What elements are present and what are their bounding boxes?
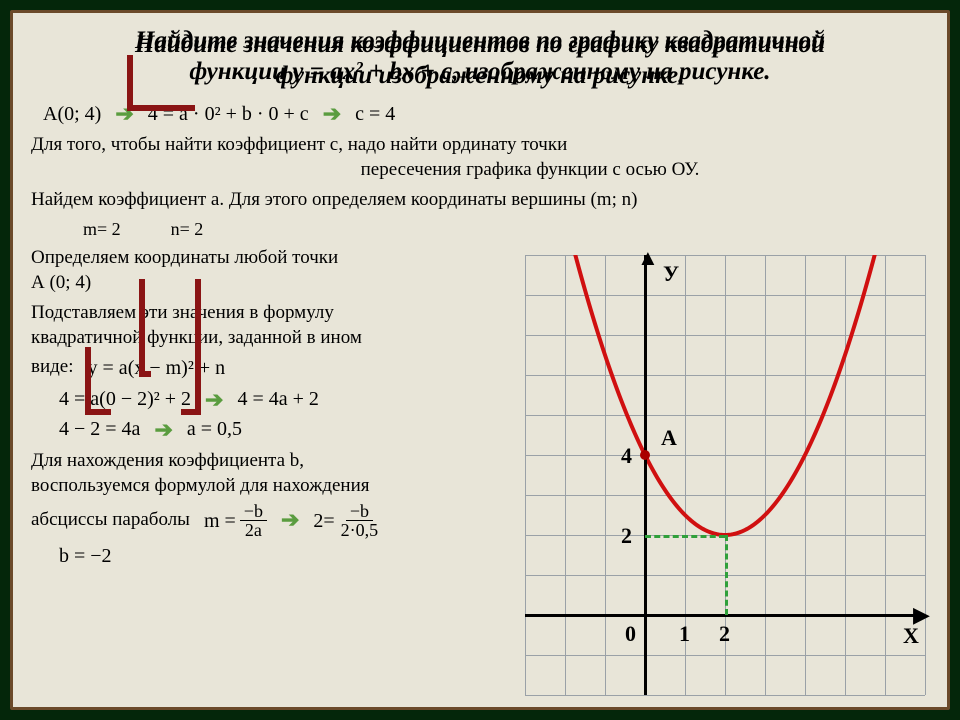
title-line1b: Найдите значения коэффициентов по график… — [31, 29, 929, 60]
text-sub1: Подставляем эти значения в формулу — [31, 301, 511, 326]
y-axis-arrow-icon: ▲ — [637, 247, 659, 269]
label-one: 1 — [679, 621, 690, 647]
text-c2: пересечения графика функции с осью ОУ. — [31, 158, 929, 183]
title-line2b: функции изображенному на рисунке. — [31, 60, 929, 91]
arrow-icon: ➔ — [281, 506, 299, 535]
label-four: 4 — [621, 443, 632, 469]
text-any-a2: А (0; 4) — [31, 271, 511, 296]
text-a: Найдем коэффициент а. Для этого определя… — [31, 188, 929, 213]
arrow-icon: ➔ — [205, 387, 223, 413]
connector-bar — [139, 371, 151, 377]
label-two: 2 — [719, 621, 730, 647]
label-two-y: 2 — [621, 523, 632, 549]
dash-line — [645, 535, 725, 538]
label-zero: 0 — [625, 621, 636, 647]
label-x: Х — [903, 623, 919, 649]
text-sub2: квадратичной функции, заданной в ином — [31, 326, 511, 351]
label-a: A — [661, 425, 677, 451]
frac2-lhs: 2= — [313, 508, 334, 534]
connector-bar — [85, 347, 91, 409]
parabola-chart: ▲ ▶ A У Х 0 1 2 4 2 — [525, 255, 925, 695]
text-c1: Для того, чтобы найти коэффициент с, над… — [31, 133, 929, 158]
connector-bar — [127, 105, 195, 111]
dash-line — [725, 535, 728, 615]
eq-form: y = a(x − m)² + n — [88, 355, 226, 381]
title-area: Найдите значения коэффициентов по график… — [31, 25, 929, 97]
eq-s2: 4 = 4a + 2 — [237, 388, 318, 411]
point-a-marker — [640, 450, 650, 460]
frac2: −b 2·0,5 — [337, 502, 383, 539]
eq-s1: 4 = a(0 − 2)² + 2 — [59, 388, 191, 411]
connector-bar — [195, 279, 201, 409]
text-b3: абсциссы параболы — [31, 508, 190, 533]
text-b1: Для нахождения коэффициента b, — [31, 449, 511, 474]
n-eq: n= 2 — [171, 219, 204, 240]
eq-s3: 4 − 2 = 4a — [59, 418, 140, 441]
eq-b: b = −2 — [59, 545, 112, 568]
text-any-a1: Определяем координаты любой точки — [31, 246, 511, 271]
connector-bar — [139, 279, 145, 371]
eq-c2: c = 4 — [355, 103, 395, 126]
point-a: A(0; 4) — [43, 103, 101, 126]
text-sub3: виде: — [31, 355, 74, 380]
m-eq: m= 2 — [83, 219, 121, 240]
arrow-icon: ➔ — [154, 417, 172, 443]
connector-bar — [181, 409, 201, 415]
connector-bar — [127, 55, 133, 105]
arrow-icon: ➔ — [323, 101, 341, 127]
eq-s4: a = 0,5 — [187, 418, 242, 441]
label-y: У — [663, 261, 679, 287]
frac-m-lhs: m = — [204, 508, 236, 534]
frac-m: −b 2a — [240, 502, 267, 539]
content: A(0; 4) ➔ 4 = a · 0² + b · 0 + c ➔ c = 4… — [31, 101, 929, 568]
connector-bar — [85, 409, 111, 415]
text-b2: воспользуемся формулой для нахождения — [31, 474, 511, 499]
y-axis — [644, 255, 647, 695]
